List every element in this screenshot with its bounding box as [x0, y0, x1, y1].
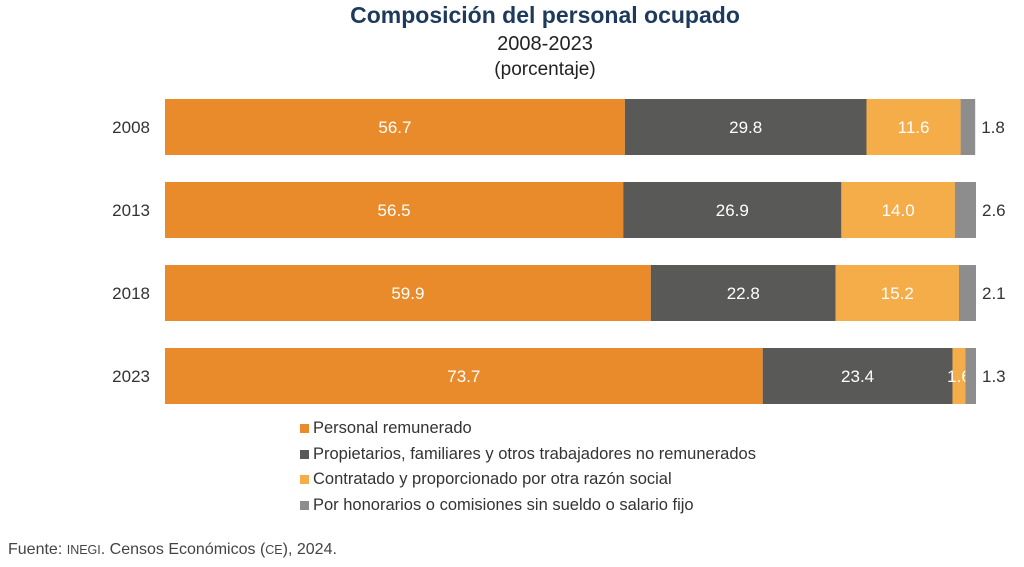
category-label: 2013	[112, 201, 150, 220]
bar-segment	[165, 99, 625, 155]
data-label: 56.7	[378, 118, 411, 137]
source-text-end: ), 2024.	[282, 541, 337, 558]
legend-item: Personal remunerado	[300, 416, 756, 442]
category-label: 2008	[112, 118, 150, 137]
legend-swatch	[300, 500, 309, 510]
data-label: 22.8	[727, 284, 760, 303]
legend-label: Contratado y proporcionado por otra razó…	[313, 470, 672, 489]
legend-label: Personal remunerado	[313, 419, 472, 438]
chart-title: Composición del personal ocupado	[350, 2, 740, 28]
data-label: 1.3	[982, 367, 1006, 386]
data-label: 14.0	[882, 201, 915, 220]
bar-segment	[165, 348, 763, 404]
data-label: 11.6	[898, 118, 930, 137]
data-label: 15.2	[881, 284, 914, 303]
source-note: Fuente: INEGI. Censos Económicos (CE), 2…	[8, 541, 337, 559]
data-label: 73.7	[447, 367, 480, 386]
bar-segment	[866, 99, 961, 155]
chart-unit: (porcentaje)	[494, 59, 596, 80]
bar-segment	[952, 348, 966, 404]
data-label: 2.6	[982, 201, 1006, 220]
bar-segment	[624, 99, 867, 155]
legend-swatch	[300, 424, 309, 434]
data-label: 1.8	[981, 118, 1005, 137]
legend-label: Por honorarios o comisiones sin sueldo o…	[313, 495, 694, 514]
bar-segment	[623, 182, 842, 238]
source-org: INEGI	[66, 543, 101, 557]
data-label: 23.4	[841, 367, 874, 386]
bar-segment	[965, 348, 976, 404]
bar-segment	[165, 265, 651, 321]
bar-segment	[165, 182, 624, 238]
legend-swatch	[300, 475, 309, 485]
data-label: 56.5	[378, 201, 411, 220]
bar-segment	[954, 182, 976, 238]
source-text: . Censos Económicos (	[100, 541, 266, 558]
legend-item: Propietarios, familiares y otros trabaja…	[300, 442, 756, 468]
legend: Personal remunerado Propietarios, familia…	[300, 416, 756, 518]
bar-segment	[762, 348, 953, 404]
bar-segment	[960, 99, 976, 155]
legend-swatch	[300, 449, 309, 459]
data-label: 26.9	[716, 201, 749, 220]
legend-item: Por honorarios o comisiones sin sueldo o…	[300, 493, 756, 519]
bar-segment	[841, 182, 955, 238]
category-label: 2023	[112, 367, 150, 386]
data-label: 2.1	[982, 284, 1006, 303]
data-label: 59.9	[391, 284, 424, 303]
legend-label: Propietarios, familiares y otros trabaja…	[313, 444, 756, 463]
legend-item: Contratado y proporcionado por otra razó…	[300, 467, 756, 493]
bar-segment	[835, 265, 959, 321]
data-label: 29.8	[729, 118, 762, 137]
source-prefix: Fuente:	[8, 541, 63, 558]
chart-subtitle: 2008-2023	[497, 33, 593, 55]
category-label: 2018	[112, 284, 150, 303]
bar-segment	[958, 265, 976, 321]
bar-segment	[650, 265, 836, 321]
source-abbr: CE	[265, 543, 283, 557]
data-label: 1.6	[947, 367, 971, 386]
